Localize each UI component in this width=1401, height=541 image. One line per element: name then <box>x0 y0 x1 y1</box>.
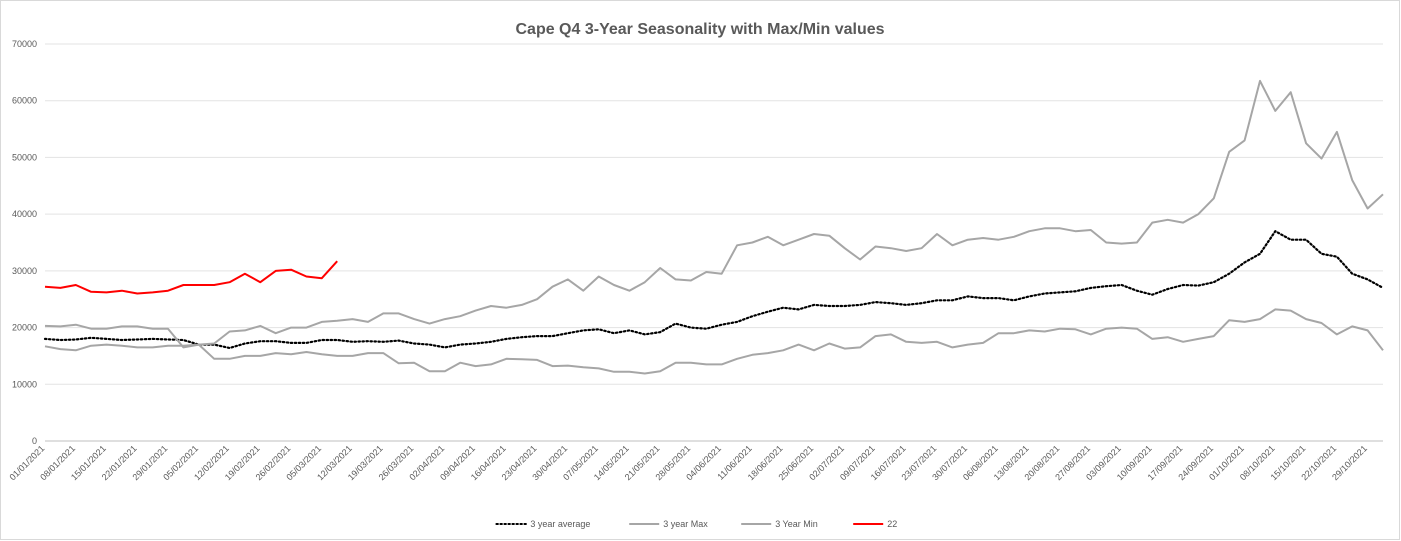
series-line <box>44 260 338 295</box>
y-tick-label: 60000 <box>12 96 37 106</box>
y-tick-label: 70000 <box>12 39 37 49</box>
legend-label: 22 <box>887 519 897 529</box>
y-tick-label: 20000 <box>12 323 37 333</box>
legend-label: 3 year average <box>530 519 590 529</box>
series-line <box>44 79 1384 349</box>
legend-label: 3 Year Min <box>775 519 818 529</box>
series-line <box>44 308 1384 375</box>
y-tick-label: 30000 <box>12 266 37 276</box>
legend-label: 3 year Max <box>663 519 708 529</box>
y-tick-label: 0 <box>32 436 37 446</box>
y-tick-label: 40000 <box>12 209 37 219</box>
series-line <box>43 230 1385 350</box>
y-tick-label: 50000 <box>12 152 37 162</box>
y-tick-label: 10000 <box>12 379 37 389</box>
chart-title: Cape Q4 3-Year Seasonality with Max/Min … <box>515 21 884 38</box>
